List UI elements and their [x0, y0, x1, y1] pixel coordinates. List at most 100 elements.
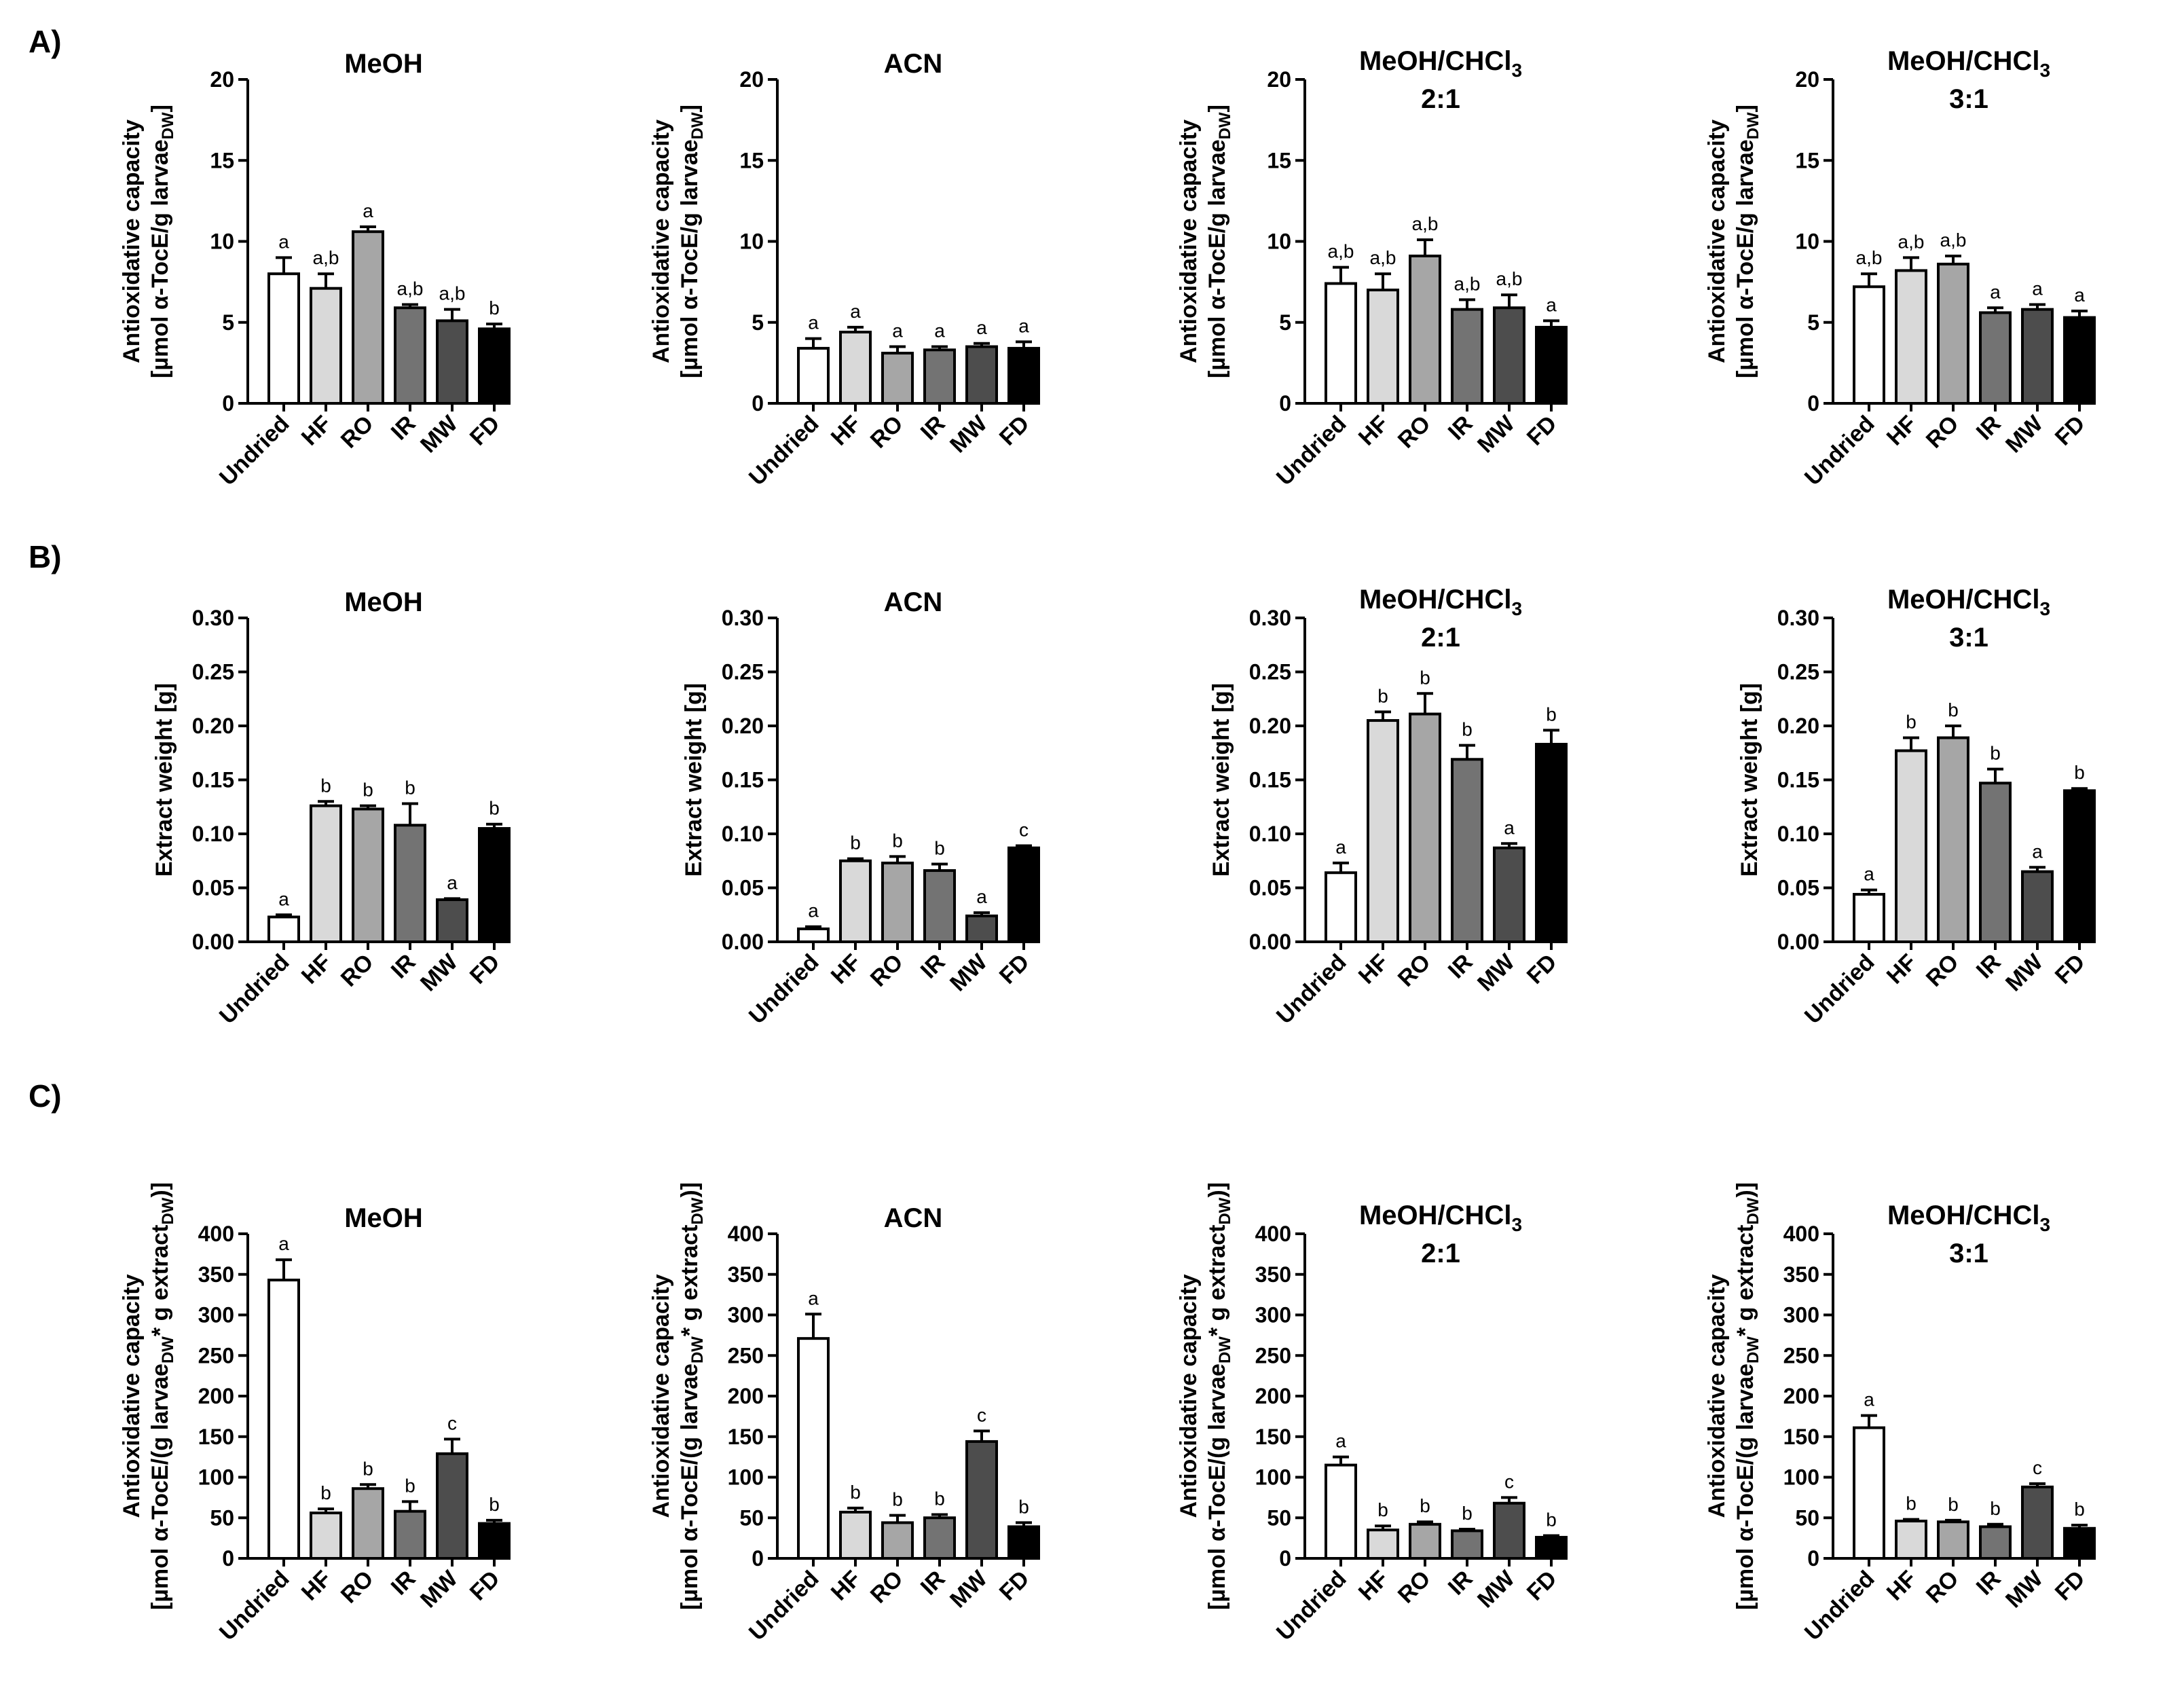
panel-title-main: MeOH/CHCl — [1359, 46, 1511, 76]
bar-ro — [881, 352, 914, 405]
y-tick-label: 0 — [222, 1546, 234, 1571]
y-axis-label: Extract weight [g] — [1737, 683, 1762, 877]
y-tick-label: 400 — [1783, 1222, 1819, 1246]
significance-label: b — [850, 832, 861, 854]
y-label-subscript: DW — [1744, 112, 1762, 139]
y-label-subscript: DW — [1744, 1336, 1762, 1363]
y-tick-label: 10 — [1795, 230, 1819, 254]
y-tick-label: 0 — [222, 391, 234, 416]
bar-ir — [394, 824, 426, 944]
x-tick-label: MW — [2001, 949, 2048, 996]
bar-mw — [436, 319, 468, 405]
bar-mw — [965, 1440, 998, 1560]
x-tick-label: FD — [2050, 411, 2090, 451]
bar-ir — [923, 869, 956, 944]
significance-label: b — [1990, 743, 2001, 764]
bar-hf — [1895, 269, 1927, 405]
panel-title-subscript: 3 — [1511, 1214, 1522, 1235]
x-tick-label: RO — [866, 411, 908, 454]
panel-a-1: 0 5 10 15 20 Antioxidative capacity [µmol α-To… — [119, 49, 511, 491]
significance-label: a,b — [1898, 231, 1925, 252]
panel-b-3: 0.00 0.05 0.10 0.15 0.20 0.25 0.30 Extract weig… — [1208, 585, 1568, 1029]
bar-ir — [1979, 1525, 2012, 1560]
y-tick-label: 0.30 — [1249, 606, 1291, 630]
bar-mw — [1493, 306, 1525, 405]
significance-label: a — [278, 888, 289, 909]
panel-b-4: 0.00 0.05 0.10 0.15 0.20 0.25 0.30 Extract weig… — [1737, 585, 2096, 1029]
x-tick-label: MW — [1473, 410, 1520, 458]
bar-mw — [965, 914, 998, 943]
bar-hf — [310, 1512, 342, 1560]
significance-label: a,b — [439, 283, 466, 304]
panel-a-4: 0 5 10 15 20 Antioxidative capacity [µmol α-To… — [1704, 46, 2096, 490]
bar-undried — [1325, 282, 1357, 405]
bar-mw — [2021, 308, 2054, 405]
y-axis-label: Extract weight [g] — [1208, 683, 1234, 877]
bar-mw — [2021, 870, 2054, 944]
significance-label: a — [2032, 841, 2043, 862]
significance-label: a — [363, 200, 373, 221]
bar-fd — [1535, 325, 1568, 405]
y-tick-label: 200 — [1783, 1384, 1819, 1408]
y-label-subscript: DW — [1216, 112, 1234, 139]
significance-label: a — [1990, 281, 2001, 302]
x-tick-label: RO — [1393, 411, 1436, 454]
panel-title: MeOH/CHCl3 — [1359, 1201, 1522, 1235]
y-tick-label: 0.30 — [192, 606, 234, 630]
bar-ro — [352, 1487, 384, 1560]
significance-label: b — [489, 798, 500, 819]
y-tick-label: 0.05 — [722, 876, 764, 900]
panel-title-ratio: 3:1 — [1949, 1239, 1988, 1268]
y-tick-label: 0.10 — [192, 822, 234, 846]
bar-mw — [436, 1452, 468, 1560]
panel-title-ratio: 3:1 — [1949, 84, 1988, 114]
significance-label: c — [1504, 1471, 1514, 1492]
significance-label: a,b — [397, 278, 424, 299]
significance-label: a — [850, 301, 861, 322]
y-axis-label-line1: Antioxidative capacity — [119, 120, 145, 363]
x-tick-label: FD — [1522, 411, 1562, 451]
y-label-part: ] — [677, 105, 703, 112]
y-axis-label: Extract weight [g] — [681, 683, 707, 877]
y-label-subscript: DW — [1216, 1197, 1234, 1224]
panel-a-2: 0 5 10 15 20 Antioxidative capacity [µmol α-To… — [648, 49, 1040, 490]
y-tick-label: 0.15 — [1777, 768, 1819, 792]
significance-label: b — [405, 1475, 415, 1496]
y-tick-label: 0.15 — [192, 768, 234, 792]
x-tick-label: MW — [945, 410, 993, 458]
y-tick-label: 0.00 — [192, 930, 234, 954]
significance-label: a,b — [313, 247, 339, 268]
y-tick-label: 150 — [198, 1425, 234, 1449]
y-axis-label-line1: Antioxidative capacity — [1176, 1274, 1202, 1518]
y-tick-label: 0.00 — [722, 930, 764, 954]
bar-mw — [1493, 1501, 1525, 1560]
y-tick-label: 5 — [222, 310, 234, 335]
y-tick-label: 15 — [210, 148, 234, 172]
y-tick-label: 15 — [1795, 148, 1819, 172]
y-tick-label: 150 — [1255, 1425, 1291, 1449]
y-tick-label: 15 — [739, 148, 764, 172]
y-tick-label: 250 — [728, 1343, 764, 1368]
y-tick-label: 300 — [198, 1303, 234, 1327]
y-tick-label: 400 — [1255, 1222, 1291, 1246]
significance-label: b — [1546, 1509, 1557, 1531]
bar-ir — [923, 1516, 956, 1560]
y-axis-label-line2: [µmol α-TocE/g larvaeDW] — [147, 105, 177, 378]
panel-title: MeOH/CHCl3 — [1359, 46, 1522, 81]
significance-label: b — [320, 775, 331, 796]
y-tick-label: 0 — [752, 1546, 764, 1571]
y-tick-label: 300 — [1783, 1303, 1819, 1327]
significance-label: b — [363, 1458, 373, 1479]
x-tick-label: Undried — [1272, 411, 1352, 491]
y-tick-label: 5 — [1279, 310, 1291, 335]
y-label-part: ] — [147, 105, 173, 112]
y-tick-label: 0 — [752, 391, 764, 416]
bar-fd — [2063, 316, 2096, 405]
bar-ir — [1979, 311, 2012, 405]
y-axis-label-line2: [µmol α-TocE/(g larvaeDW* g extractDW)] — [1733, 1182, 1762, 1610]
x-tick-label: Undried — [215, 411, 295, 491]
x-tick-label: MW — [2001, 1565, 2048, 1613]
significance-label: a — [2074, 285, 2085, 306]
y-label-subscript: DW — [688, 112, 707, 139]
y-tick-label: 200 — [198, 1384, 234, 1408]
